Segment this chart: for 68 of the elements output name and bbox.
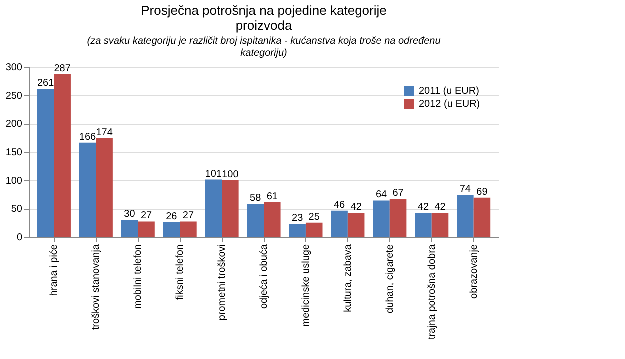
x-tick-label: fiksni telefon (175, 244, 186, 300)
x-tick-label: medicinske usluge (300, 244, 312, 327)
bar (348, 213, 365, 237)
y-tick-label: 300 (6, 62, 23, 74)
y-tick-label: 0 (16, 232, 23, 244)
text: Prosječna potrošnja na pojedine kategorije (141, 3, 387, 18)
data-label: 67 (392, 188, 404, 200)
y-tick-label: 100 (6, 176, 23, 187)
data-label: 46 (334, 200, 346, 211)
data-label: 166 (79, 132, 97, 143)
data-label: 42 (434, 202, 446, 214)
y-tick-label: 200 (6, 119, 23, 130)
x-tick-label: prometni troškovi (217, 244, 228, 321)
bar (79, 142, 96, 237)
bar (37, 89, 54, 237)
y-tick-label: 250 (6, 90, 23, 102)
data-label: 74 (460, 184, 472, 196)
bar (138, 222, 155, 237)
data-label: 287 (54, 63, 72, 74)
x-tick-label: mobilni telefon (133, 244, 144, 309)
bar (306, 222, 323, 237)
bar (163, 222, 180, 237)
bar (457, 195, 474, 237)
bar (474, 198, 491, 237)
bar (331, 210, 348, 237)
data-label: 58 (250, 193, 262, 204)
data-label: 64 (376, 190, 388, 201)
bar (415, 213, 432, 237)
bar (222, 180, 239, 237)
data-label: 61 (266, 191, 278, 202)
data-label: 23 (292, 212, 304, 224)
data-label: 100 (222, 169, 240, 180)
y-tick-label: 50 (11, 204, 23, 216)
bar (289, 224, 306, 237)
text: proizvoda (236, 18, 292, 33)
bar (205, 180, 222, 237)
y-tick-label: 150 (6, 148, 23, 158)
x-tick-label: kultura, zabava (342, 244, 354, 312)
bar (54, 74, 71, 237)
data-label: 69 (476, 186, 488, 198)
x-tick-label: duhan, cigarete (384, 244, 396, 314)
bar (96, 138, 113, 237)
bar (390, 199, 407, 237)
x-tick-label: trajna potrošna dobra (426, 244, 438, 340)
x-tick-label: hrana i piće (49, 244, 60, 296)
bar (432, 213, 449, 237)
data-label: 42 (350, 202, 362, 214)
data-label: 174 (96, 127, 114, 138)
bar (264, 202, 281, 237)
bar (247, 204, 264, 237)
bar (121, 220, 138, 237)
data-label: 42 (418, 202, 430, 214)
bar (180, 222, 197, 237)
data-label: 26 (166, 211, 178, 222)
data-label: 25 (308, 212, 320, 223)
x-tick-label: troškovi stanovanja (91, 244, 102, 330)
data-label: 30 (124, 209, 136, 220)
bar (373, 200, 390, 237)
legend-label: 2012 (u EUR) (419, 99, 480, 110)
x-tick-label: obrazovanje (468, 244, 480, 299)
data-label: 101 (205, 168, 222, 180)
text: kategoriju) (240, 48, 288, 59)
x-tick-label: odjeća i obuća (259, 244, 270, 309)
text: (za svaku kategoriju je različit broj ispitanika - kućanstva koja troše na određenu (87, 36, 441, 47)
legend-label: 2011 (u EUR) (419, 86, 480, 97)
data-label: 27 (140, 210, 152, 222)
data-label: 261 (37, 78, 55, 90)
data-label: 27 (182, 210, 194, 222)
